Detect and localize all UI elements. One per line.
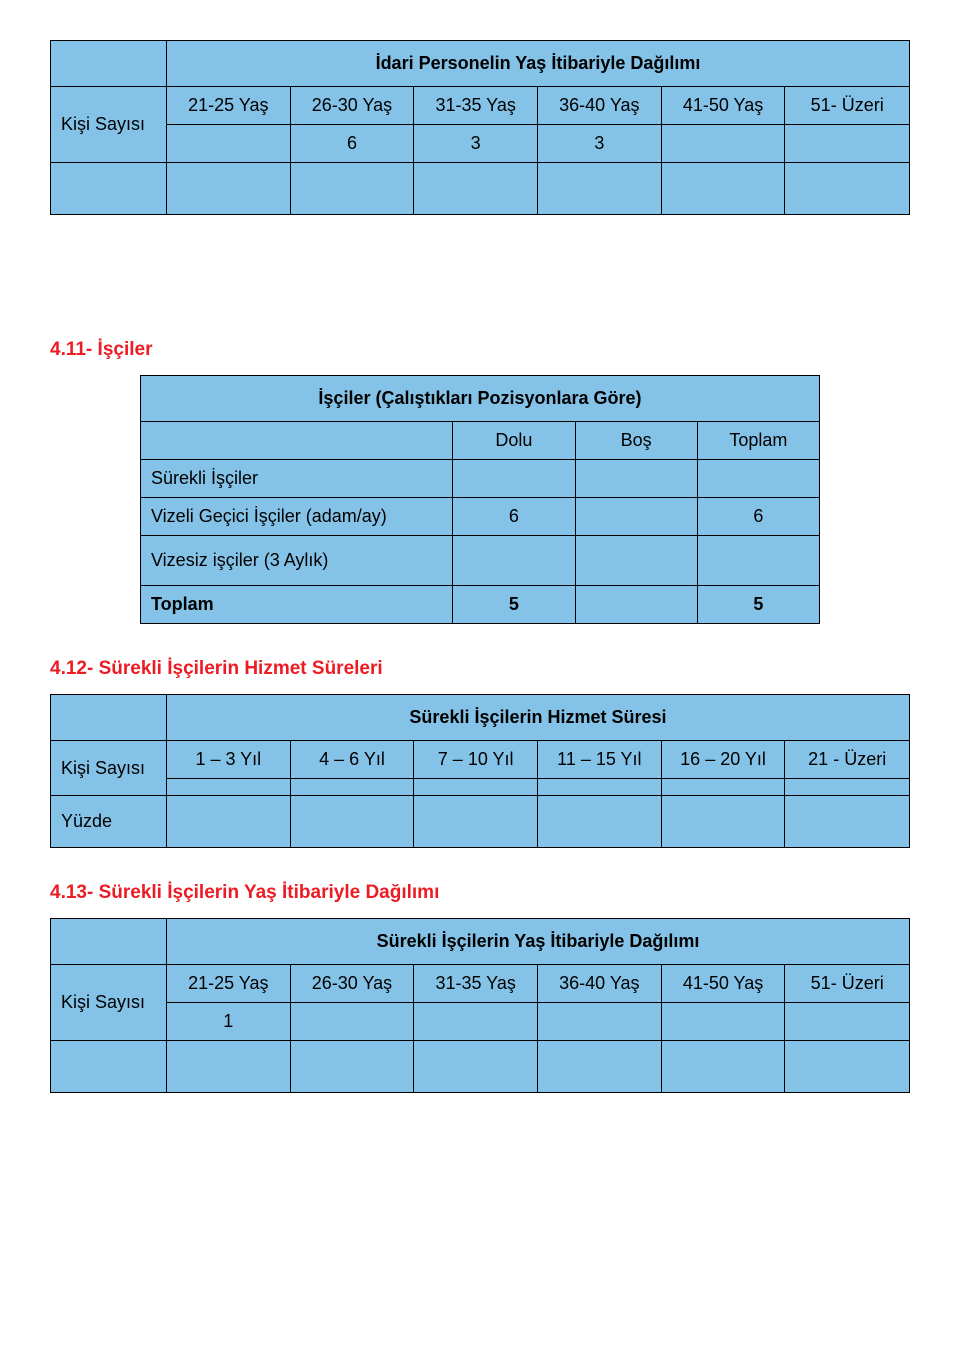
empty-cell — [51, 163, 167, 215]
table1-h0: 21-25 Yaş — [166, 87, 290, 125]
table1-v5 — [785, 125, 910, 163]
empty-cell — [290, 1041, 414, 1093]
table1-row-label: Kişi Sayısı — [51, 87, 167, 163]
workers-positions-table: İşçiler (Çalıştıkları Pozisyonlara Göre)… — [140, 375, 820, 624]
table1-h3: 36-40 Yaş — [538, 87, 662, 125]
table412-rowlabel1: Yüzde — [51, 796, 167, 848]
table413-rowlabel: Kişi Sayısı — [51, 965, 167, 1041]
table412-h5: 21 - Üzeri — [785, 741, 910, 779]
table1-v3: 3 — [538, 125, 662, 163]
table413-v5 — [785, 1003, 910, 1041]
table411-r2c0 — [453, 536, 575, 586]
empty-cell — [414, 163, 538, 215]
table413-title: Sürekli İşçilerin Yaş İtibariyle Dağılım… — [166, 919, 909, 965]
empty-cell — [166, 779, 290, 796]
table411-r3c2: 5 — [697, 586, 819, 624]
age-distribution-table-admin: İdari Personelin Yaş İtibariyle Dağılımı… — [50, 40, 910, 215]
table411-r3c1 — [575, 586, 697, 624]
table411-ch2: Toplam — [697, 422, 819, 460]
table413-h2: 31-35 Yaş — [414, 965, 538, 1003]
empty-cell — [538, 796, 662, 848]
table412-h3: 11 – 15 Yıl — [538, 741, 662, 779]
heading-412: 4.12- Sürekli İşçilerin Hizmet Süreleri — [50, 658, 910, 680]
table1-v0 — [166, 125, 290, 163]
empty-cell — [166, 163, 290, 215]
table411-r1c1 — [575, 498, 697, 536]
empty-cell — [538, 779, 662, 796]
table411-r1c2: 6 — [697, 498, 819, 536]
table413-v1 — [290, 1003, 414, 1041]
table413-h4: 41-50 Yaş — [661, 965, 785, 1003]
table1-v4 — [661, 125, 785, 163]
table411-r0c1 — [575, 460, 697, 498]
table411-ch1: Boş — [575, 422, 697, 460]
table411-r0c0 — [453, 460, 575, 498]
table1-h5: 51- Üzeri — [785, 87, 910, 125]
table413-h5: 51- Üzeri — [785, 965, 910, 1003]
blank-cell — [51, 41, 167, 87]
table413-v0: 1 — [166, 1003, 290, 1041]
empty-cell — [414, 796, 538, 848]
table411-r1c0: 6 — [453, 498, 575, 536]
blank-cell — [51, 695, 167, 741]
table1-v1: 6 — [290, 125, 414, 163]
table413-h3: 36-40 Yaş — [538, 965, 662, 1003]
table411-r0-label: Sürekli İşçiler — [141, 460, 453, 498]
empty-cell — [661, 163, 785, 215]
table413-h1: 26-30 Yaş — [290, 965, 414, 1003]
empty-cell — [290, 163, 414, 215]
empty-cell — [538, 1041, 662, 1093]
table411-r0c2 — [697, 460, 819, 498]
table412-h1: 4 – 6 Yıl — [290, 741, 414, 779]
table412-h4: 16 – 20 Yıl — [661, 741, 785, 779]
blank-cell — [51, 919, 167, 965]
table411-r2c2 — [697, 536, 819, 586]
table411-r2-label: Vizesiz işçiler (3 Aylık) — [141, 536, 453, 586]
empty-cell — [166, 1041, 290, 1093]
empty-cell — [166, 796, 290, 848]
empty-cell — [414, 779, 538, 796]
table411-ch0: Dolu — [453, 422, 575, 460]
table412-rowlabel0: Kişi Sayısı — [51, 741, 167, 796]
table1-h1: 26-30 Yaş — [290, 87, 414, 125]
table1-title: İdari Personelin Yaş İtibariyle Dağılımı — [166, 41, 909, 87]
empty-cell — [661, 1041, 785, 1093]
empty-cell — [290, 796, 414, 848]
table412-h2: 7 – 10 Yıl — [414, 741, 538, 779]
empty-cell — [290, 779, 414, 796]
table1-v2: 3 — [414, 125, 538, 163]
table413-v3 — [538, 1003, 662, 1041]
table412-title: Sürekli İşçilerin Hizmet Süresi — [166, 695, 909, 741]
table411-r3-label: Toplam — [141, 586, 453, 624]
empty-cell — [785, 1041, 910, 1093]
heading-413: 4.13- Sürekli İşçilerin Yaş İtibariyle D… — [50, 882, 910, 904]
empty-cell — [785, 796, 910, 848]
heading-411: 4.11- İşçiler — [50, 339, 910, 361]
table413-v4 — [661, 1003, 785, 1041]
table413-h0: 21-25 Yaş — [166, 965, 290, 1003]
age-distribution-table-workers: Sürekli İşçilerin Yaş İtibariyle Dağılım… — [50, 918, 910, 1093]
table413-v2 — [414, 1003, 538, 1041]
table411-r1-label: Vizeli Geçici İşçiler (adam/ay) — [141, 498, 453, 536]
empty-cell — [661, 796, 785, 848]
blank-cell — [141, 422, 453, 460]
service-duration-table: Sürekli İşçilerin Hizmet Süresi Kişi Say… — [50, 694, 910, 848]
table411-title: İşçiler (Çalıştıkları Pozisyonlara Göre) — [141, 376, 820, 422]
table1-h4: 41-50 Yaş — [661, 87, 785, 125]
table1-h2: 31-35 Yaş — [414, 87, 538, 125]
empty-cell — [414, 1041, 538, 1093]
table412-h0: 1 – 3 Yıl — [166, 741, 290, 779]
empty-cell — [785, 163, 910, 215]
table411-r3c0: 5 — [453, 586, 575, 624]
empty-cell — [661, 779, 785, 796]
empty-cell — [538, 163, 662, 215]
table411-r2c1 — [575, 536, 697, 586]
empty-cell — [51, 1041, 167, 1093]
empty-cell — [785, 779, 910, 796]
